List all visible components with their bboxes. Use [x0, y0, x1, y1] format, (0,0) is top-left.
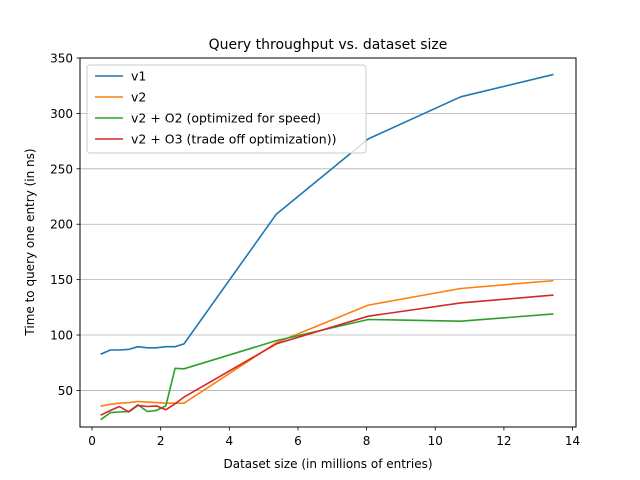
x-tick-label-14: 14 — [565, 434, 580, 448]
x-axis-label: Dataset size (in millions of entries) — [223, 457, 432, 471]
x-tick-label-8: 8 — [363, 434, 371, 448]
legend-label-3: v2 + O2 (optimized for speed) — [131, 111, 321, 126]
x-tick-label-12: 12 — [496, 434, 511, 448]
plot-frame — [79, 57, 577, 428]
legend-box — [86, 64, 367, 154]
x-tick-label-0: 0 — [88, 434, 96, 448]
x-tick-label-6: 6 — [294, 434, 302, 448]
legend-label-1: v1 — [131, 69, 146, 84]
series-line-4 — [100, 294, 554, 416]
y-tick-label-200: 200 — [50, 218, 73, 232]
y-axis-label: Time to query one entry (in ns) — [23, 148, 37, 336]
legend-label-2: v2 — [131, 90, 146, 105]
legend-label-4: v2 + O3 (trade off optimization)) — [131, 132, 336, 147]
y-tick-label-300: 300 — [50, 107, 73, 121]
y-tick-label-350: 350 — [50, 52, 73, 66]
y-tick-label-100: 100 — [50, 329, 73, 343]
chart-title: Query throughput vs. dataset size — [209, 37, 448, 53]
y-tick-label-50: 50 — [58, 384, 73, 398]
legend: v1 v2 v2 + O2 (optimized for speed) v2 + O3… — [86, 64, 367, 154]
y-tick-label-150: 150 — [50, 273, 73, 287]
x-tick-label-4: 4 — [225, 434, 233, 448]
axis-ticks: 50 100 150 200 250 300 350 0 2 4 6 8 10 12 14 — [50, 52, 580, 449]
y-tick-label-250: 250 — [50, 162, 73, 176]
x-tick-label-10: 10 — [428, 434, 443, 448]
series-line-2 — [100, 279, 554, 407]
x-tick-label-2: 2 — [157, 434, 165, 448]
